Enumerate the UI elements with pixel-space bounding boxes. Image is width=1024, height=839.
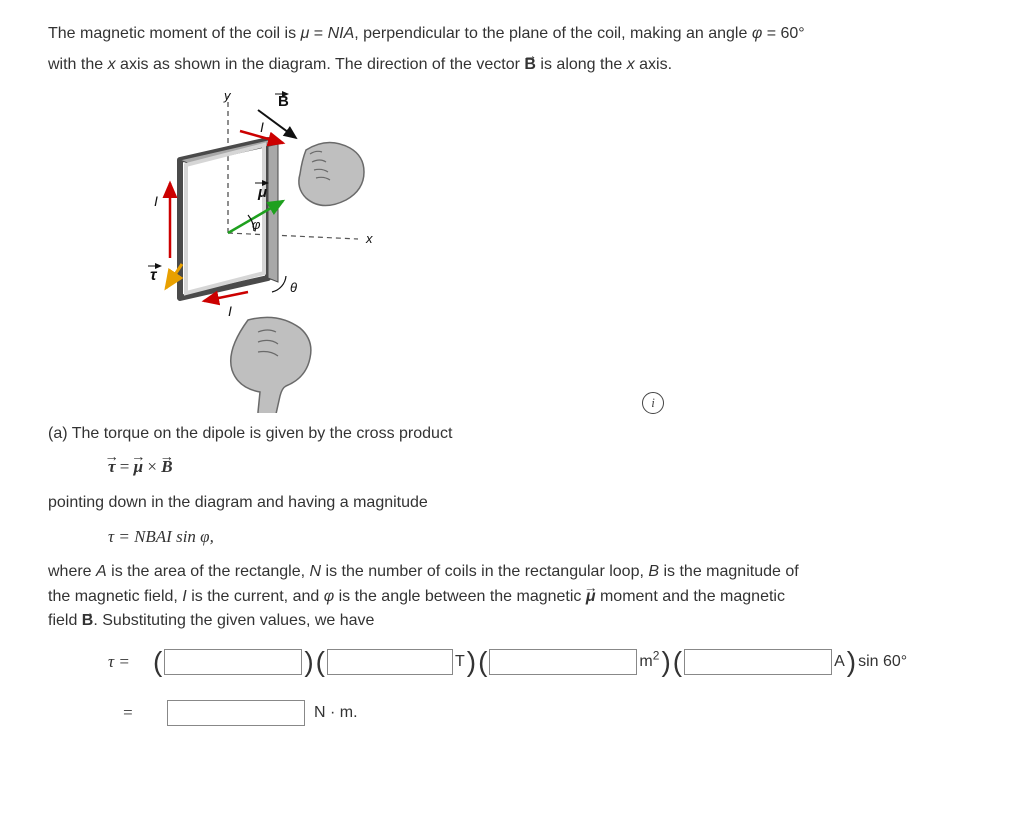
- vec-mu-inline: μ→: [586, 585, 596, 610]
- vec-B: B→: [524, 53, 536, 78]
- lparen: (: [477, 648, 488, 676]
- input-current[interactable]: [684, 649, 832, 675]
- text: The magnetic moment of the coil is: [48, 25, 301, 42]
- intro-line-2: with the x axis as shown in the diagram.…: [48, 53, 986, 78]
- rparen: ): [846, 648, 857, 676]
- svg-text:x: x: [365, 231, 373, 246]
- svg-text:I: I: [260, 119, 264, 135]
- svg-text:y: y: [223, 88, 232, 103]
- svg-text:B: B: [278, 93, 289, 110]
- var-phi: φ: [752, 25, 762, 42]
- unit-tesla: T: [454, 650, 466, 675]
- unit-m2: m2: [638, 650, 660, 675]
- intro-line-1: The magnetic moment of the coil is μ = N…: [48, 22, 986, 47]
- rparen: ): [303, 648, 314, 676]
- svg-text:θ: θ: [290, 280, 297, 295]
- text: with the: [48, 56, 108, 73]
- var-nia: NIA: [328, 25, 355, 42]
- text: =: [309, 25, 327, 42]
- var-desc-3: field B→. Substituting the given values,…: [48, 609, 986, 634]
- lparen: (: [315, 648, 326, 676]
- text: is along the: [536, 56, 627, 73]
- input-n-coils[interactable]: [164, 649, 302, 675]
- mid-text: pointing down in the diagram and having …: [48, 491, 986, 516]
- text: , perpendicular to the plane of the coil…: [354, 25, 752, 42]
- part-a-heading: (a) The torque on the dipole is given by…: [48, 422, 986, 447]
- eq-torque-cross: τ→ = μ→ × B→: [48, 454, 986, 480]
- svg-text:I: I: [228, 303, 232, 319]
- unit-nm: N · m.: [314, 701, 358, 726]
- lparen: (: [152, 648, 163, 676]
- coil-diagram: xyBIIIμφθτ: [108, 88, 408, 413]
- tau-equals: τ =: [108, 649, 152, 675]
- input-result[interactable]: [167, 700, 305, 726]
- var-desc-2: the magnetic field, I is the current, an…: [48, 585, 986, 610]
- svg-text:τ: τ: [150, 267, 158, 284]
- calc-block: τ = ( ) ( T ) ( m2 ) ( A ) sin 60° = N ·…: [48, 648, 986, 726]
- calc-row-2: = N · m.: [108, 700, 986, 726]
- vec-B-inline: B→: [82, 609, 94, 634]
- svg-text:μ: μ: [257, 184, 267, 201]
- var-desc-1: where A is the area of the rectangle, N …: [48, 560, 986, 585]
- vec-B: B→: [161, 454, 172, 480]
- input-area[interactable]: [489, 649, 637, 675]
- vec-mu: μ→: [134, 454, 143, 480]
- rparen: ): [466, 648, 477, 676]
- vec-arrow: →: [523, 45, 537, 66]
- text: axis.: [635, 56, 672, 73]
- info-icon[interactable]: i: [642, 392, 664, 414]
- text: = 60°: [762, 25, 804, 42]
- calc-row-1: τ = ( ) ( T ) ( m2 ) ( A ) sin 60°: [108, 648, 986, 676]
- sin60: sin 60°: [857, 650, 908, 675]
- var-x2: x: [627, 56, 635, 73]
- equals: =: [108, 700, 166, 726]
- input-b-field[interactable]: [327, 649, 453, 675]
- text: axis as shown in the diagram. The direct…: [116, 56, 525, 73]
- vec-tau: τ→: [108, 454, 116, 480]
- svg-text:φ: φ: [252, 217, 261, 232]
- rparen: ): [660, 648, 671, 676]
- lparen: (: [672, 648, 683, 676]
- var-x: x: [108, 56, 116, 73]
- unit-amp: A: [833, 650, 846, 675]
- diagram-container: xyBIIIμφθτ i: [108, 88, 668, 418]
- eq-torque-mag: τ = NBAI sin φ,: [48, 524, 986, 550]
- var-mu: μ: [301, 25, 310, 42]
- svg-text:I: I: [154, 193, 158, 209]
